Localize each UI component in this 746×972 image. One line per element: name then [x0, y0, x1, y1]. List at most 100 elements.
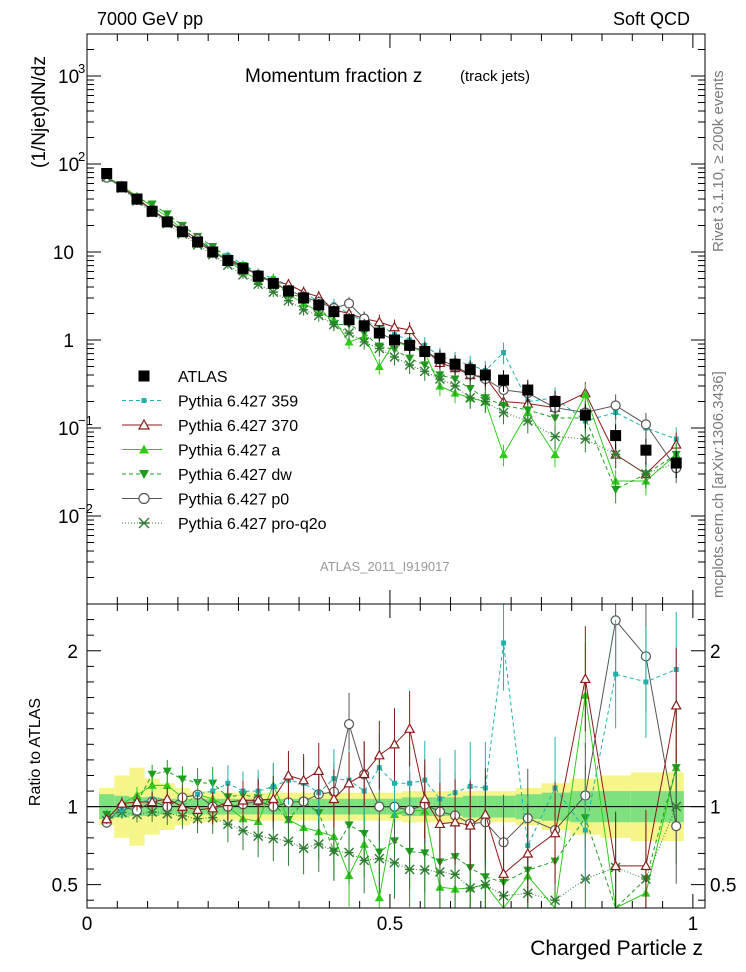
data-point-pq2o: [268, 287, 279, 298]
data-point-atlas: [101, 167, 113, 179]
plot-subtitle: (track jets): [460, 68, 530, 85]
legend-label: Pythia 6.427 dw: [178, 467, 292, 484]
data-point-p370: [373, 316, 385, 327]
data-point-pq2o: [434, 374, 445, 385]
ratio-point-pp0: [671, 821, 682, 832]
data-point-pp0: [343, 298, 355, 309]
legend-marker: [138, 370, 150, 382]
y-tick-label: 10: [53, 243, 74, 264]
ratio-point-p359: [407, 780, 413, 786]
data-point-atlas: [522, 384, 534, 396]
legend-label: ATLAS: [178, 369, 228, 386]
data-point-atlas: [343, 314, 355, 326]
data-point-atlas: [222, 255, 234, 267]
ratio-point-pq2o: [313, 839, 324, 850]
data-point-atlas: [549, 396, 561, 408]
ratio-point-p370: [313, 765, 325, 776]
legend-item-pa: Pythia 6.427 a: [122, 443, 280, 460]
data-point-pa: [499, 449, 509, 459]
legend-item-atlas: ATLAS: [138, 369, 228, 386]
data-point-pdw: [523, 406, 533, 415]
data-point-pq2o: [374, 343, 385, 354]
ratio-point-pp0: [343, 719, 355, 730]
data-point-p370: [404, 324, 416, 335]
data-point-atlas: [449, 358, 461, 370]
ratio-point-p370: [358, 768, 370, 779]
ratio-point-p370: [434, 818, 446, 829]
data-point-atlas: [176, 226, 188, 238]
ratio-point-p370: [252, 794, 264, 805]
ratio-ylabel: Ratio to ATLAS: [27, 698, 44, 806]
ratio-point-p370: [237, 794, 249, 805]
data-point-atlas: [388, 334, 400, 346]
ratio-point-p370: [522, 847, 534, 858]
ratio-point-p370: [498, 867, 510, 878]
data-point-atlas: [116, 181, 128, 193]
data-point-atlas: [282, 285, 294, 297]
ratio-point-p359: [613, 671, 619, 677]
ratio-point-pp0: [374, 801, 385, 812]
ratio-point-p359: [391, 780, 397, 786]
data-point-atlas: [328, 306, 340, 318]
data-point-pq2o: [480, 396, 491, 407]
ratio-point-pq2o: [344, 847, 355, 858]
data-point-atlas: [434, 352, 446, 364]
ratio-point-pq2o: [298, 843, 309, 854]
data-point-pa: [374, 361, 384, 371]
ratio-point-p370: [670, 699, 682, 710]
data-point-atlas: [237, 262, 249, 274]
data-point-pq2o: [450, 381, 461, 392]
y-tick-label: 1: [63, 331, 74, 352]
ratio-point-pdw: [162, 767, 172, 776]
data-point-pq2o: [389, 352, 400, 363]
plot-title: Momentum fraction z: [245, 66, 422, 87]
ratio-point-p370: [419, 793, 431, 804]
legend-item-pdw: Pythia 6.427 dw: [122, 467, 292, 484]
legend-marker: [141, 398, 147, 403]
ratio-y-tick-label: 0.5: [52, 876, 78, 897]
legend-label: Pythia 6.427 pro-q2o: [178, 516, 327, 533]
ratio-point-p370: [192, 804, 204, 814]
legend: ATLAS Pythia 6.427 359 Pythia 6.427 370 Pyt…: [122, 369, 327, 533]
ratio-point-p359: [210, 788, 216, 794]
y-tick-label: 10: [58, 67, 79, 88]
data-point-pa: [580, 390, 590, 399]
ratio-point-p370: [479, 808, 491, 819]
ratio-point-pa: [162, 780, 172, 790]
ratio-point-p370: [298, 774, 310, 785]
ratio-point-pq2o: [480, 879, 491, 890]
x-tick-label: 0: [82, 914, 93, 935]
data-point-atlas: [404, 339, 416, 351]
ratio-point-pq2o: [465, 883, 476, 893]
ratio-point-p359: [643, 679, 649, 685]
data-point-pdw: [611, 485, 621, 495]
ratio-point-pq2o: [374, 853, 385, 864]
ratio-y-tick-label-right: 0.5: [710, 876, 736, 897]
energy-label: 7000 GeV pp: [97, 9, 203, 29]
data-point-pp0: [610, 400, 621, 411]
data-point-pa: [550, 449, 560, 459]
ratio-y-tick-label: 2: [67, 642, 78, 663]
legend-label: Pythia 6.427 370: [178, 418, 298, 435]
series-p370: [101, 170, 682, 489]
legend-item-p370: Pythia 6.427 370: [122, 418, 298, 435]
legend-label: Pythia 6.427 a: [178, 443, 280, 460]
ratio-point-pq2o: [404, 864, 415, 875]
data-point-atlas: [131, 193, 143, 205]
ratio-point-p370: [640, 860, 652, 871]
y-tick-exponent: −1: [78, 413, 93, 428]
legend-marker: [138, 492, 150, 505]
ratio-point-pq2o: [253, 831, 264, 842]
uncertainty-bands: [99, 767, 684, 846]
ratio-point-p370: [101, 813, 113, 824]
ratio-point-pq2o: [450, 869, 461, 880]
ratio-point-p370: [343, 777, 355, 788]
ratio-point-pq2o: [419, 864, 430, 875]
ratio-point-p370: [207, 802, 219, 813]
ratio-point-pq2o: [328, 846, 339, 857]
data-point-pq2o: [404, 359, 415, 370]
data-point-pq2o: [550, 431, 561, 442]
ratio-point-p370: [116, 797, 128, 808]
ratio-point-pdw: [177, 775, 187, 784]
